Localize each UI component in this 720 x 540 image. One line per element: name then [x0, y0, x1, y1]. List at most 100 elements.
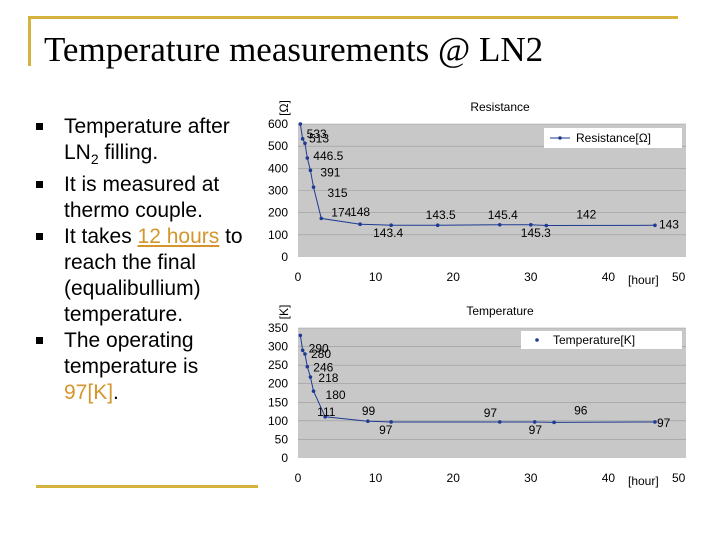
data-point [323, 414, 327, 419]
bullet-square-icon [36, 123, 43, 130]
data-point [653, 420, 657, 424]
data-point [303, 141, 307, 146]
data-point [529, 222, 533, 227]
data-label: 143.5 [426, 208, 456, 222]
data-point [653, 223, 657, 228]
legend-label: Resistance[Ω] [576, 131, 651, 145]
x-tick-label: 10 [369, 270, 383, 284]
data-point [358, 222, 362, 226]
data-label: 143.4 [373, 226, 403, 240]
data-point [300, 137, 305, 141]
x-tick-label: 30 [524, 471, 538, 485]
bullet-list: Temperature after LN2 filling. It is mea… [34, 114, 249, 406]
x-tick-label: 50 [672, 471, 686, 485]
legend-box [521, 331, 682, 349]
data-label: 533 [307, 127, 327, 141]
data-label: 142 [576, 208, 596, 222]
data-point [311, 389, 316, 393]
bullet-highlight: 12 hours [137, 225, 220, 249]
x-axis-label: [hour] [628, 273, 659, 287]
data-label: 143 [659, 217, 679, 231]
series-line [299, 123, 655, 227]
x-tick-label: 20 [447, 471, 461, 485]
chart-title: Temperature [466, 304, 534, 318]
data-label: 290 [309, 341, 329, 355]
data-point [298, 122, 303, 126]
data-label: 145.4 [488, 208, 518, 222]
bullet-text: Temperature after LN [64, 115, 230, 164]
data-point [305, 364, 310, 369]
y-tick-label: 100 [268, 414, 288, 428]
data-point [311, 185, 316, 189]
data-point [319, 216, 324, 221]
data-point [366, 419, 370, 424]
data-point [544, 223, 549, 228]
legend-marker [535, 338, 539, 342]
y-tick-label: 350 [268, 321, 288, 335]
data-point [308, 375, 313, 379]
data-label: 218 [318, 371, 338, 385]
bullet-item: Temperature after LN2 filling. [34, 114, 249, 172]
y-tick-label: 0 [281, 451, 288, 465]
data-point [497, 222, 502, 227]
y-tick-label: 50 [275, 432, 289, 446]
y-axis-label: [Ω] [277, 100, 291, 116]
data-label: 315 [328, 186, 348, 200]
data-label: 246 [313, 361, 333, 375]
y-tick-label: 200 [268, 377, 288, 391]
data-label: 513 [309, 131, 329, 145]
x-tick-label: 0 [295, 471, 302, 485]
y-tick-label: 200 [268, 206, 288, 220]
bullet-text: It takes [64, 225, 138, 249]
bullet-text: It is measured at thermo couple. [64, 173, 220, 223]
data-label: 111 [317, 405, 336, 419]
bullet-square-icon [36, 233, 43, 241]
data-label: 145.3 [521, 226, 551, 240]
bullet-item: The operating temperature is 97[K]. [34, 328, 249, 406]
bullet-text: . [113, 381, 119, 405]
data-point [532, 420, 537, 424]
data-point [435, 223, 440, 227]
data-point [308, 168, 313, 173]
data-point [298, 333, 303, 338]
plot-area [298, 328, 686, 458]
frame-top-line [28, 16, 678, 19]
bullet-highlight: 97[K] [64, 381, 114, 405]
x-tick-label: 40 [602, 471, 616, 485]
y-axis-label: [K] [277, 305, 291, 320]
chart-title: Resistance [470, 100, 530, 114]
data-label: 99 [362, 404, 376, 418]
x-tick-label: 20 [447, 270, 461, 284]
y-tick-label: 250 [268, 358, 288, 372]
legend-label: Temperature[K] [553, 333, 635, 347]
slide-title: Temperature measurements @ LN2 [44, 30, 544, 69]
bullet-square-icon [36, 337, 43, 345]
y-tick-label: 500 [268, 139, 288, 153]
data-label: 97 [379, 423, 393, 437]
y-tick-label: 100 [268, 228, 288, 242]
data-label: 280 [311, 347, 331, 361]
bullet-text: to reach the final (equalibullium) tempe… [64, 225, 243, 327]
y-tick-label: 300 [268, 340, 288, 354]
data-label: 97 [657, 416, 671, 430]
y-tick-label: 150 [268, 395, 288, 409]
data-label: 174 [331, 205, 351, 219]
data-point [300, 348, 305, 353]
frame-left-line [28, 16, 31, 66]
y-tick-label: 600 [268, 117, 288, 131]
bullet-item: It is measured at thermo couple. [34, 172, 249, 224]
data-point [389, 420, 393, 424]
x-axis-label: [hour] [628, 474, 659, 488]
bullet-text: The operating temperature is [64, 329, 199, 379]
y-tick-label: 300 [268, 184, 288, 198]
x-tick-label: 50 [672, 270, 686, 284]
data-label: 446.5 [313, 149, 343, 163]
y-tick-label: 0 [281, 250, 288, 264]
data-label: 97 [484, 406, 498, 420]
x-tick-label: 40 [602, 270, 616, 284]
x-tick-label: 0 [295, 270, 302, 284]
data-label: 180 [326, 388, 346, 402]
y-tick-label: 400 [268, 161, 288, 175]
bullet-text: filling. [98, 141, 159, 164]
